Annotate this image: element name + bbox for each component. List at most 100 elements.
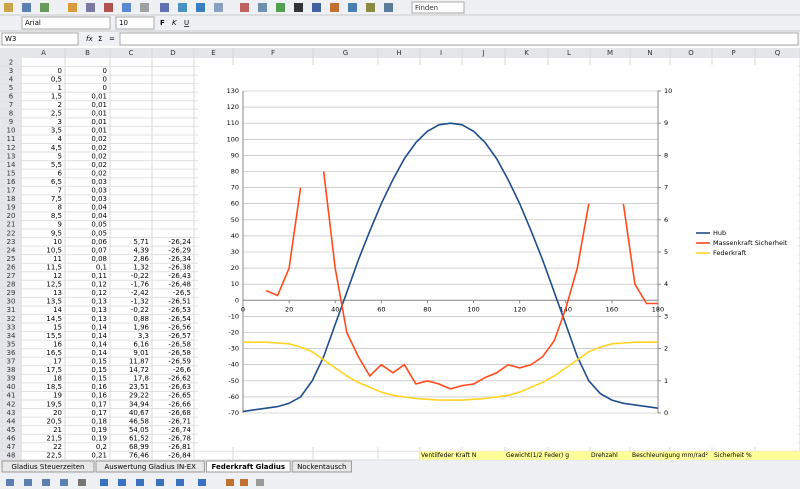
column-header: J: [481, 49, 484, 57]
cell-value: 17: [53, 358, 62, 366]
cell-value: 0,02: [91, 169, 107, 177]
y2-tick-label: 2: [664, 345, 668, 353]
y-tick-label: 70: [231, 184, 239, 192]
cell-value: -0,22: [131, 306, 149, 314]
cell-value: 4,5: [51, 144, 62, 152]
x-tick-label: 80: [423, 305, 431, 313]
series-line: [243, 341, 658, 401]
cell-value: 12,5: [46, 281, 62, 289]
y-tick-label: 130: [227, 87, 239, 95]
cell-value: 0,17: [91, 409, 107, 417]
column-header: H: [396, 49, 401, 57]
cell-label: Drehzahl: [591, 452, 618, 459]
cell-value: 0,02: [91, 161, 107, 169]
cell-label: Ventilfeder Kraft N: [421, 452, 476, 459]
cell-value: -26,71: [168, 417, 191, 425]
find-box[interactable]: [411, 1, 465, 14]
x-tick-label: 60: [377, 305, 385, 313]
sheet-tab[interactable]: [1, 460, 95, 473]
cell-ref-box[interactable]: [1, 32, 79, 46]
legend-label: Massenkraft Sicherheit: [713, 239, 788, 247]
row-header: 45: [7, 426, 16, 434]
cell-value: 21,5: [46, 434, 62, 442]
cell-value: 0,19: [91, 426, 107, 434]
column-header: E: [211, 49, 215, 57]
sheet-tab[interactable]: [205, 460, 291, 473]
cell-value: 0,02: [91, 144, 107, 152]
sheet-tab[interactable]: [291, 460, 352, 473]
legend-label: Hub: [713, 229, 726, 237]
cell-value: 0,13: [91, 306, 107, 314]
sheet-tab-label: Federkraft Gladius: [212, 463, 286, 471]
row-header: 26: [7, 263, 16, 271]
y2-tick-label: 6: [664, 216, 668, 224]
y-tick-label: 10: [231, 280, 239, 288]
font-name: Arial: [25, 19, 41, 27]
formula-button[interactable]: =: [109, 35, 115, 43]
cell-value: 0,04: [91, 212, 107, 220]
function-wizard[interactable]: fx: [86, 35, 93, 43]
column-header: P: [731, 49, 735, 57]
cell-value: 6,5: [51, 178, 62, 186]
x-tick-label: 0: [241, 305, 245, 313]
y-tick-label: 30: [231, 248, 239, 256]
x-tick-label: 40: [331, 305, 339, 313]
row-header: 37: [7, 358, 16, 366]
cell-value: 34,94: [129, 400, 150, 408]
row-header: 7: [9, 101, 13, 109]
cell-value: 23,51: [129, 383, 149, 391]
cell-value: -26,81: [168, 443, 191, 451]
row-header: 18: [7, 195, 16, 203]
row-header: 28: [7, 281, 16, 289]
cell-value: 19: [53, 392, 62, 400]
underline-button[interactable]: U: [184, 19, 189, 27]
cell-value: 9,01: [133, 349, 149, 357]
row-header: 6: [9, 92, 14, 100]
cell-value: 10,5: [46, 246, 62, 254]
row-header: 39: [7, 375, 16, 383]
cell-value: 0,12: [91, 281, 107, 289]
cell-value: -26,63: [168, 383, 191, 391]
row-header: 36: [7, 349, 16, 357]
cell-value: 18,5: [46, 383, 62, 391]
row-header: 32: [7, 315, 16, 323]
x-tick-label: 160: [606, 305, 618, 313]
row-header: 12: [7, 144, 16, 152]
y2-tick-label: 4: [664, 280, 668, 288]
row-header: 41: [7, 392, 16, 400]
cell-value: 0,5: [51, 75, 62, 83]
sum-button[interactable]: Σ: [98, 35, 102, 43]
font-name-box[interactable]: [21, 16, 111, 30]
cell-value: 40,67: [129, 409, 149, 417]
cell-value: 0,01: [91, 110, 107, 118]
cell-value: 20,5: [46, 417, 62, 425]
y2-tick-label: 7: [664, 184, 668, 192]
cell-value: 11,5: [46, 263, 62, 271]
row-header: 43: [7, 409, 16, 417]
y-tick-label: 80: [231, 168, 239, 176]
cell-value: 0,15: [91, 358, 107, 366]
cell-value: 0,16: [91, 392, 107, 400]
row-header: 21: [7, 221, 16, 229]
series-line: [243, 122, 658, 413]
cell-value: 0,16: [91, 383, 107, 391]
cell-value: 4,39: [133, 246, 149, 254]
row-header: 29: [7, 289, 16, 297]
row-header: 10: [7, 127, 16, 135]
cell-value: 3: [58, 118, 62, 126]
font-size-box[interactable]: [115, 16, 155, 30]
cell-value: 0,03: [91, 178, 107, 186]
column-header: I: [440, 49, 442, 57]
bold-button[interactable]: F: [160, 19, 165, 27]
cell-value: 9,5: [51, 229, 62, 237]
cell-value: 0,2: [96, 443, 107, 451]
italic-button[interactable]: K: [172, 19, 178, 27]
formula-input[interactable]: [119, 32, 799, 46]
cell-value: 1,5: [51, 92, 62, 100]
row-header: 24: [7, 246, 16, 254]
cell-value: 7,5: [51, 195, 62, 203]
sheet-tab[interactable]: [95, 460, 205, 473]
cell-ref: W3: [5, 35, 16, 43]
row-header: 5: [9, 84, 13, 92]
